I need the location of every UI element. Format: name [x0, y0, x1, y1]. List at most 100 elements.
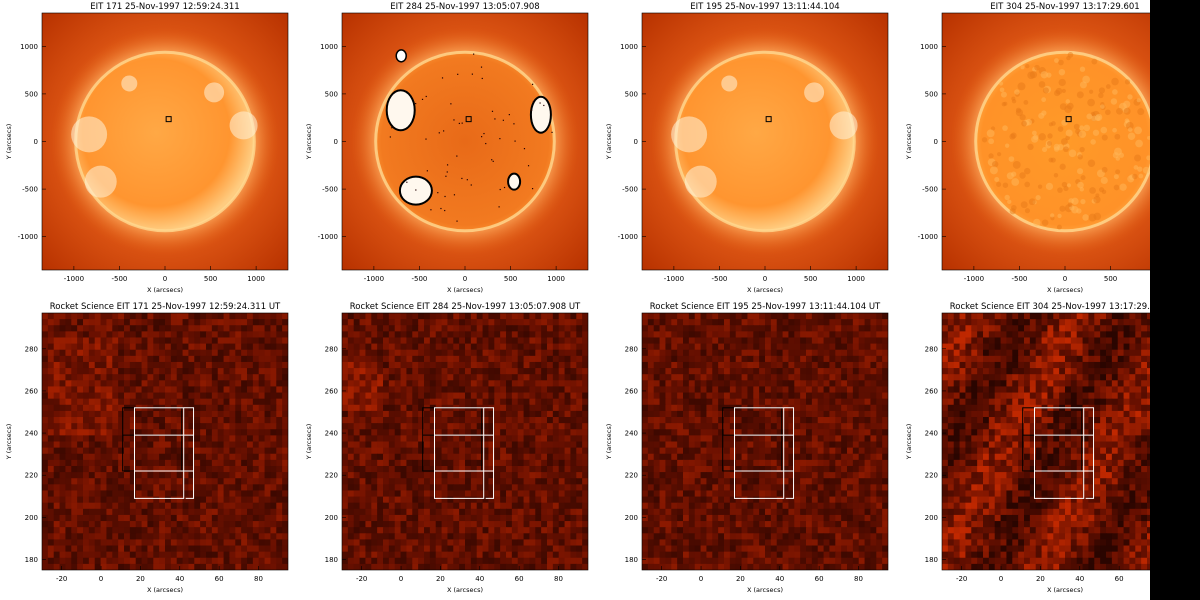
mosaic-pixel: [688, 325, 696, 332]
mosaic-pixel: [88, 496, 96, 504]
mosaic-pixel: [488, 361, 495, 369]
mosaic-pixel: [418, 478, 425, 485]
y-tick-label: 1000: [320, 43, 338, 51]
mosaic-pixel: [182, 472, 190, 479]
mosaic-pixel: [365, 472, 372, 479]
chromospheric-network: [1002, 182, 1009, 188]
mosaic-pixel: [582, 521, 588, 528]
mosaic-pixel: [806, 404, 813, 412]
mosaic-pixel: [71, 478, 78, 485]
mosaic-pixel: [206, 465, 213, 473]
mosaic-pixel: [247, 484, 254, 492]
mosaic-pixel: [753, 325, 760, 332]
mosaic-pixel: [353, 551, 361, 559]
mosaic-pixel: [817, 441, 825, 449]
mosaic-pixel: [435, 533, 443, 541]
mosaic-pixel: [388, 398, 396, 406]
mosaic-pixel: [252, 496, 260, 504]
mosaic-pixel: [223, 514, 231, 522]
mosaic-pixel: [159, 368, 166, 375]
mosaic-pixel: [441, 472, 449, 479]
mosaic-pixel: [106, 398, 113, 406]
mosaic-pixel: [523, 447, 531, 455]
saturated-region: [385, 89, 416, 132]
mosaic-pixel: [453, 319, 460, 326]
mosaic-pixel: [252, 514, 260, 522]
mosaic-pixel: [570, 496, 577, 504]
mosaic-pixel: [359, 355, 367, 363]
mosaic-pixel: [258, 484, 266, 492]
mosaic-pixel: [47, 435, 55, 443]
mosaic-pixel: [453, 386, 460, 394]
mosaic-pixel: [170, 355, 178, 363]
mosaic-pixel: [264, 374, 272, 381]
mosaic-pixel: [100, 514, 108, 522]
mosaic-pixel: [153, 398, 160, 406]
chromospheric-network: [1050, 157, 1056, 163]
mosaic-pixel: [488, 337, 495, 345]
mosaic-pixel: [547, 337, 554, 345]
mosaic-pixel: [342, 496, 349, 504]
mosaic-pixel: [165, 392, 172, 400]
mosaic-pixel: [141, 313, 149, 320]
mosaic-pixel: [770, 380, 778, 388]
mosaic-pixel: [835, 417, 842, 424]
mosaic-pixel: [729, 319, 737, 326]
mosaic-pixel: [88, 343, 96, 351]
mosaic-pixel: [65, 435, 72, 443]
mosaic-pixel: [511, 392, 519, 400]
mosaic-pixel: [465, 484, 472, 492]
mosaic-pixel: [176, 429, 184, 436]
mosaic-pixel: [470, 453, 478, 461]
mosaic-pixel: [147, 472, 154, 479]
mosaic-pixel: [188, 533, 195, 541]
mosaic-pixel: [541, 404, 548, 412]
mosaic-pixel: [494, 465, 501, 473]
mosaic-pixel: [424, 325, 431, 332]
mosaic-pixel: [47, 319, 55, 326]
mosaic-pixel: [170, 453, 178, 461]
mosaic-pixel: [347, 417, 355, 424]
mosaic-pixel: [282, 355, 288, 363]
mosaic-pixel: [94, 502, 102, 510]
mosaic-pixel: [83, 374, 90, 381]
noise-speck: [551, 131, 553, 133]
mosaic-pixel: [541, 374, 548, 381]
mosaic-pixel: [453, 410, 460, 418]
mosaic-pixel: [194, 496, 201, 504]
mosaic-pixel: [435, 392, 443, 400]
mosaic-pixel: [683, 398, 690, 406]
mosaic-pixel: [876, 429, 883, 436]
mosaic-pixel: [418, 374, 425, 381]
mosaic-pixel: [83, 441, 90, 449]
mosaic-pixel: [788, 361, 795, 369]
mosaic-pixel: [383, 355, 390, 363]
mosaic-pixel: [558, 404, 566, 412]
mosaic-pixel: [270, 502, 277, 510]
mosaic-pixel: [342, 551, 349, 559]
mosaic-pixel: [400, 496, 408, 504]
mosaic-pixel: [247, 472, 254, 479]
mosaic-pixel: [176, 539, 184, 547]
mosaic-pixel: [247, 361, 254, 369]
mosaic-pixel: [347, 429, 355, 436]
mosaic-pixel: [582, 404, 588, 412]
mosaic-pixel: [118, 410, 125, 418]
mosaic-pixel: [88, 527, 96, 534]
mosaic-pixel: [282, 368, 288, 375]
mosaic-pixel: [365, 478, 372, 485]
mosaic-pixel: [529, 435, 536, 443]
mosaic-pixel: [418, 484, 425, 492]
chromospheric-network: [1061, 119, 1068, 126]
mosaic-pixel: [788, 441, 795, 449]
mosaic-pixel: [765, 313, 772, 320]
mosaic-pixel: [441, 374, 449, 381]
mosaic-pixel: [347, 423, 355, 430]
mosaic-pixel: [776, 361, 784, 369]
mosaic-pixel: [770, 313, 778, 320]
mosaic-pixel: [165, 453, 172, 461]
mosaic-pixel: [77, 496, 84, 504]
mosaic-pixel: [642, 368, 649, 375]
mosaic-pixel: [706, 441, 713, 449]
mosaic-pixel: [523, 325, 531, 332]
